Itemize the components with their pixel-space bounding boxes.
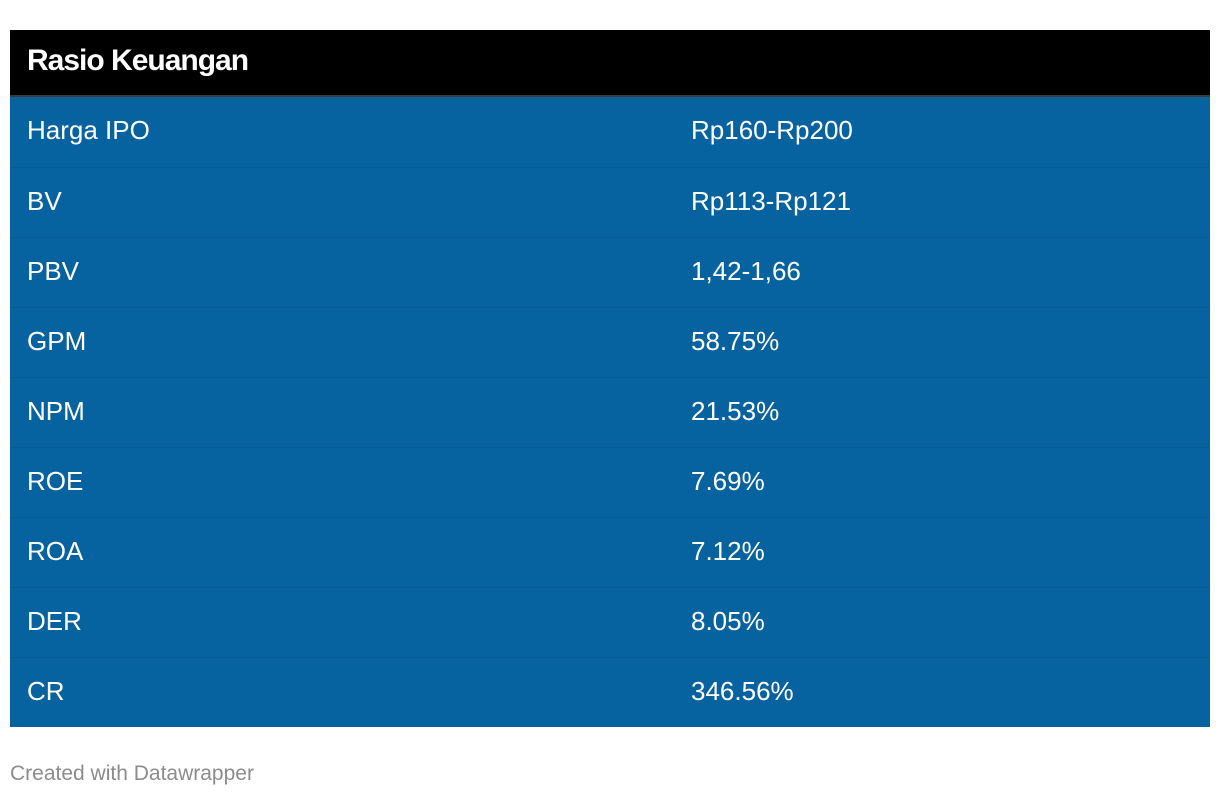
ratio-value: 7.12% xyxy=(691,536,765,566)
ratio-value: Rp113-Rp121 xyxy=(691,186,851,216)
table-row: BV Rp113-Rp121 xyxy=(10,167,1210,237)
table-body: Harga IPO Rp160-Rp200 BV Rp113-Rp121 PBV 1,42… xyxy=(10,97,1210,727)
credit[interactable]: Created with Datawrapper xyxy=(10,762,254,785)
ratio-value: Rp160-Rp200 xyxy=(691,115,853,145)
table-row: ROA 7.12% xyxy=(10,517,1210,587)
table-title: Rasio Keuangan xyxy=(10,30,1210,97)
ratio-name: NPM xyxy=(27,396,85,426)
ratio-value: 8.05% xyxy=(691,606,765,636)
ratio-name: ROA xyxy=(27,536,84,566)
table-row: GPM 58.75% xyxy=(10,307,1210,377)
table-row: Harga IPO Rp160-Rp200 xyxy=(10,97,1210,167)
ratio-name: GPM xyxy=(27,326,87,356)
ratio-name: Harga IPO xyxy=(27,115,150,145)
table-row: DER 8.05% xyxy=(10,587,1210,657)
ratio-value: 7.69% xyxy=(691,466,765,496)
ratio-name: CR xyxy=(27,676,65,706)
table-row: ROE 7.69% xyxy=(10,447,1210,517)
ratio-value: 21.53% xyxy=(691,396,780,426)
table-row: CR 346.56% xyxy=(10,657,1210,727)
ratio-table: Rasio Keuangan Harga IPO Rp160-Rp200 BV Rp1… xyxy=(10,30,1210,727)
ratio-name: PBV xyxy=(27,256,80,286)
table-row: NPM 21.53% xyxy=(10,377,1210,447)
ratio-name: ROE xyxy=(27,466,84,496)
ratio-name: DER xyxy=(27,606,82,636)
ratio-value: 1,42-1,66 xyxy=(691,256,801,286)
ratio-value: 58.75% xyxy=(691,326,780,356)
table-row: PBV 1,42-1,66 xyxy=(10,237,1210,307)
ratio-value: 346.56% xyxy=(691,676,794,706)
ratio-name: BV xyxy=(27,186,62,216)
